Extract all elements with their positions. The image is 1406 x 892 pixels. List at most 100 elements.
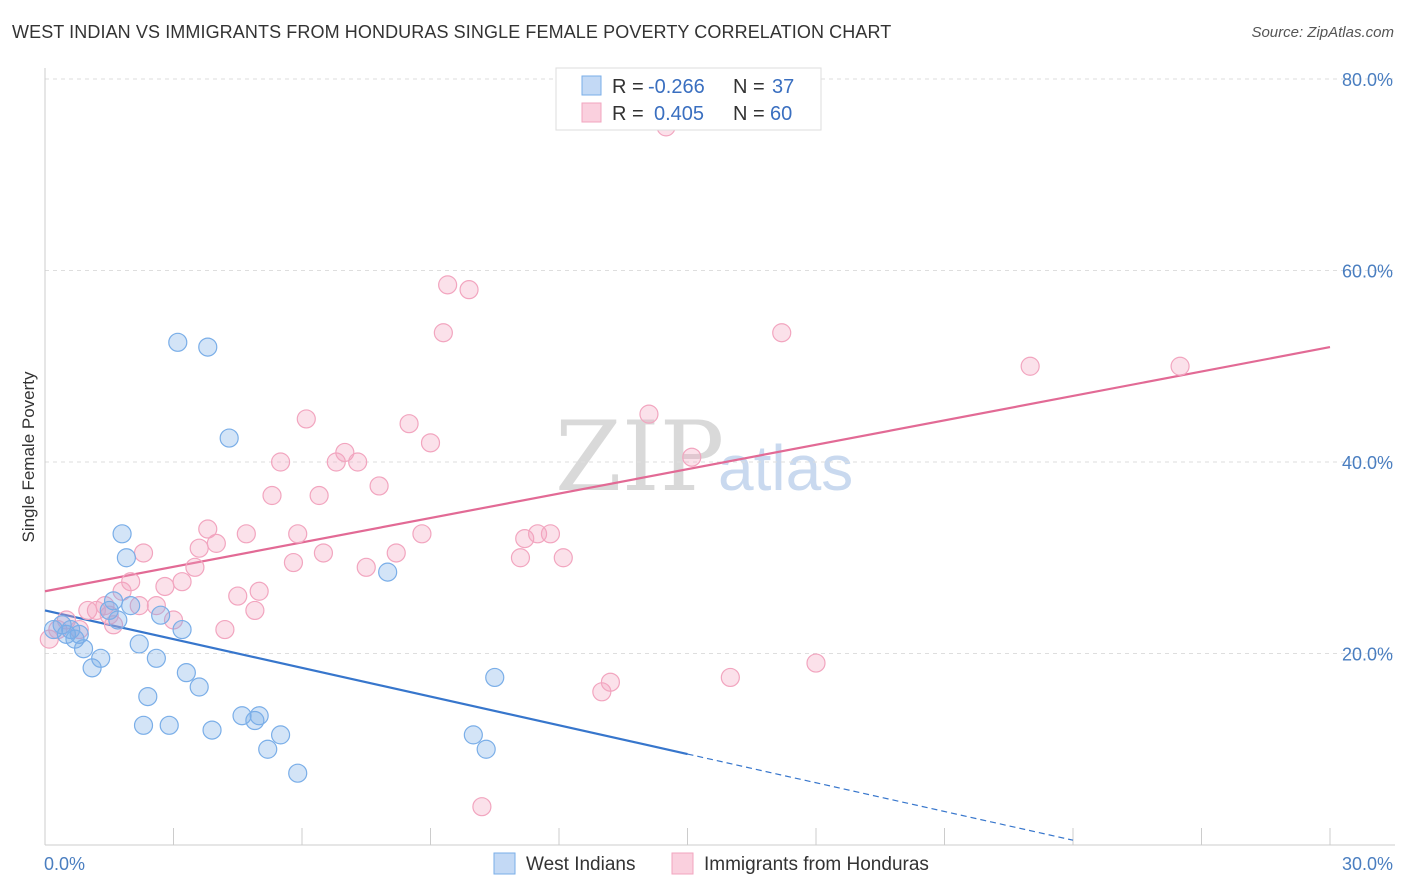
bottom-legend-label-honduras: Immigrants from Honduras [704,854,929,875]
y-tick-label: 80.0% [1342,70,1393,90]
point-honduras [639,404,659,424]
point-honduras [1020,356,1040,376]
bottom-legend: West Indians Immigrants from Honduras [493,852,929,875]
legend-swatch-west-indians [581,75,602,96]
data-points [39,117,1190,817]
point-honduras [772,323,792,343]
point-west-indians [485,667,505,688]
point-west-indians [270,725,291,745]
point-west-indians [116,548,136,568]
y-tick-label: 40.0% [1342,453,1393,473]
point-west-indians [121,596,141,616]
point-west-indians [378,562,398,582]
x-tick-marks [173,828,1331,845]
point-west-indians [219,428,239,448]
point-honduras [155,576,175,597]
grid-lines [45,78,1395,654]
point-honduras [189,538,209,558]
bottom-legend-label-west-indians: West Indians [526,854,635,875]
point-honduras [600,672,621,692]
legend-r-label-2: R = [612,103,644,125]
point-west-indians [133,715,154,735]
y-tick-label: 20.0% [1342,645,1393,665]
point-honduras [682,447,702,467]
legend-n-value-2: 60 [770,103,792,125]
point-honduras [472,797,492,817]
legend-box: R = -0.266 N = 37 R = 0.405 N = 60 [555,67,822,131]
point-honduras [172,572,192,592]
watermark-atlas: atlas [718,432,853,504]
point-honduras [313,543,334,563]
point-honduras [185,557,205,577]
legend-swatch-honduras [581,102,602,123]
point-west-indians [198,337,218,357]
legend-r-label-1: R = [612,76,644,98]
point-west-indians [232,706,252,726]
point-honduras [288,524,308,544]
point-honduras [510,548,531,568]
point-honduras [420,433,441,453]
point-honduras [133,543,154,563]
legend-n-value-1: 37 [772,76,794,98]
y-axis-label: Single Female Poverty [19,371,38,543]
legend-r-value-2: 0.405 [654,103,704,125]
point-honduras [262,485,282,506]
point-west-indians [249,706,269,726]
point-honduras [206,533,226,553]
point-honduras [348,452,368,472]
point-honduras [806,653,826,673]
x-tick-label-max: 30.0% [1342,854,1393,874]
point-honduras [399,414,419,434]
point-honduras [438,275,458,295]
point-west-indians [146,648,166,668]
point-honduras [386,543,406,563]
point-honduras [249,581,269,601]
point-honduras [146,596,166,616]
point-west-indians [129,634,149,654]
chart-title: WEST INDIAN VS IMMIGRANTS FROM HONDURAS … [12,22,892,42]
point-honduras [283,552,304,573]
point-west-indians [151,605,171,625]
point-west-indians [176,663,196,683]
bottom-legend-swatch-honduras [671,852,694,875]
watermark-zip: ZIP [555,401,724,513]
point-west-indians [288,763,308,783]
point-honduras [215,619,235,640]
point-west-indians [168,332,188,352]
trend-lines [44,346,1331,841]
bottom-legend-swatch-west-indians [493,852,516,875]
point-west-indians [463,725,483,745]
point-west-indians [476,739,496,759]
point-honduras [356,557,376,577]
legend-n-label-1: N = [733,76,765,98]
point-honduras [121,572,141,592]
x-tick-label-min: 0.0% [44,854,85,874]
point-honduras [553,548,573,568]
y-tick-labels: 20.0% 40.0% 60.0% 80.0% [1342,70,1393,665]
point-honduras [1170,356,1190,376]
y-tick-label: 60.0% [1342,262,1393,282]
point-west-indians [202,720,222,740]
source-label: Source: ZipAtlas.com [1251,24,1394,41]
point-honduras [335,442,355,463]
legend-n-label-2: N = [733,103,765,125]
point-west-indians [69,624,89,644]
point-west-indians [138,686,158,707]
trend-line-west-indians [44,609,688,756]
point-west-indians [172,619,192,640]
point-honduras [459,280,479,300]
trend-line-west-indians-extension [687,753,1074,841]
point-honduras [433,323,453,343]
point-honduras [412,524,432,544]
point-honduras [309,485,329,506]
point-honduras [270,452,291,472]
point-west-indians [73,639,94,659]
point-honduras [540,524,561,544]
point-west-indians [189,677,209,697]
point-west-indians [91,648,111,668]
legend-r-value-1: -0.266 [648,76,705,98]
trend-line-honduras [44,346,1331,593]
point-honduras [198,519,218,539]
point-west-indians [108,610,128,630]
